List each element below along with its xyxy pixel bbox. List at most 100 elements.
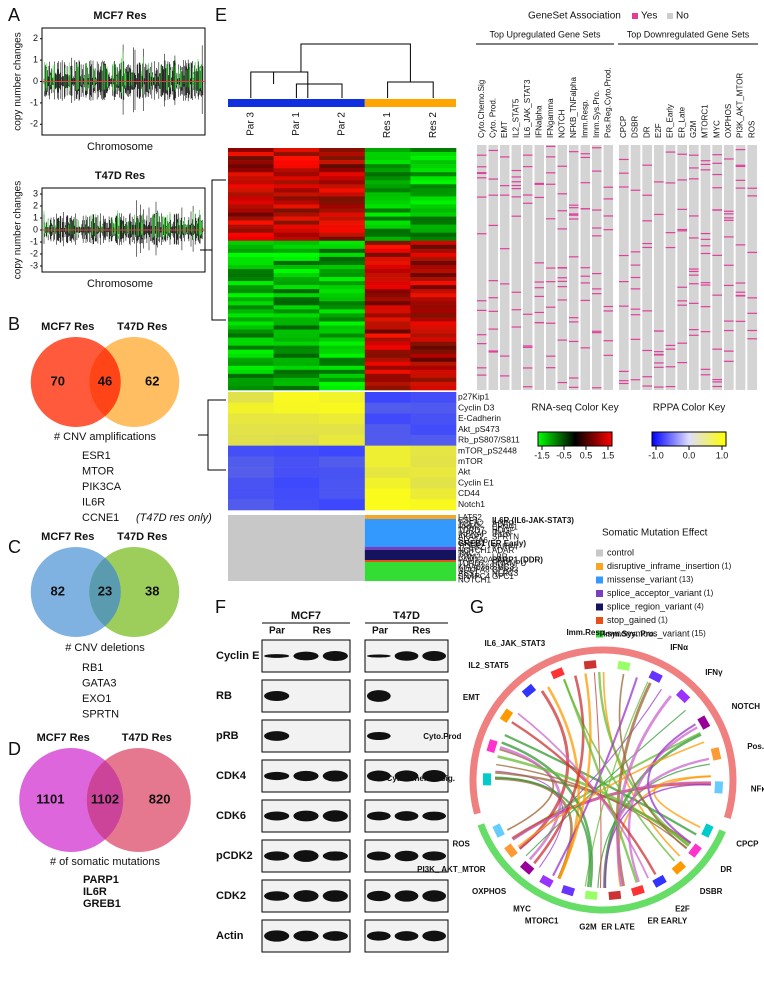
band [322,810,348,822]
band [394,890,419,902]
geneset-column [592,145,602,390]
heat-cell [319,345,366,350]
geneset-hit [677,362,687,364]
geneset-hit [619,370,629,373]
geneset-hit [700,282,711,284]
heat-cell [273,301,320,306]
geneset-label: Imm.Resp. [580,99,589,138]
heat-cell [364,381,411,387]
heat-cell [410,256,457,262]
geneset-hit [689,334,699,336]
geneset-hit [580,182,590,184]
cnv-points [43,200,204,257]
heat-cell [228,341,274,346]
band [293,810,319,822]
heat-cell [364,361,411,367]
mutation-gene: IFI16 [492,529,511,538]
heat-cell [228,232,274,238]
chord [525,709,686,857]
geneset-hit [603,340,613,342]
gene-name: SPRTN [82,708,119,720]
geneset-hit [654,386,664,388]
heat-cell [319,168,366,173]
heat-cell [364,172,411,177]
geneset-column [569,145,579,390]
geneset-label: IFNgamma [546,98,555,138]
geneset-hit [488,178,498,180]
heat-cell [319,240,366,246]
heat-cell [228,196,274,201]
geneset-hit [724,219,734,221]
geneset-hit [677,179,687,181]
heat-cell [228,264,274,270]
legend-count: (15) [692,629,707,638]
geneset-hit [592,235,602,237]
heat-cell [410,353,457,359]
heat-cell [410,333,457,338]
venn-count: 46 [98,373,112,388]
heat-cell [273,212,320,217]
band [293,890,319,902]
geneset-column [500,145,510,390]
geneset-hit [677,228,687,231]
heat-cell [273,289,320,294]
sample-label: Par 3 [245,112,256,136]
heat-cell [319,260,366,266]
geneset-column [677,145,687,390]
heat-cell [228,224,274,229]
heat-cell [228,172,274,177]
geneset-hit [712,385,722,388]
heat-cell [410,321,457,326]
band [422,851,447,861]
segment [688,843,702,858]
geneset-hit [569,321,579,323]
heat-cell [364,236,411,242]
geneset-hit [477,166,487,168]
heat-cell [273,333,320,338]
segment [584,890,598,900]
heat-cell [410,220,457,225]
heat-cell [410,369,457,375]
cnv-points-gain [43,209,204,241]
heat-cell [228,349,274,354]
geneset-hit [665,246,676,249]
heat-cell [228,212,274,217]
heat-cell [410,264,457,270]
geneset-hit [511,309,521,311]
rppa-cell [228,477,274,489]
mutation-gene: SPRTN [492,533,519,542]
cell-line: MCF7 [291,610,321,622]
legend-count: (1) [704,589,714,598]
y-axis-label: copy number changes [13,32,24,130]
geneset-hit [654,330,664,332]
heat-cell [319,301,366,306]
geneset-hit [500,194,510,196]
heat-cell [228,184,274,189]
heat-cell [364,224,411,229]
heat-cell [410,160,457,165]
rppa-cell [273,488,320,500]
heat-cell [319,156,366,161]
band [322,650,348,662]
rppa-cell [410,456,457,468]
heat-cell [364,285,411,290]
heat-cell [273,148,320,153]
geneset-hit [630,264,641,266]
heat-cell [273,317,320,322]
rppa-cell [364,392,411,404]
heat-cell [364,365,411,371]
heat-cell [228,152,274,157]
heat-cell [410,345,457,350]
segment [630,885,645,897]
heat-cell [364,385,411,391]
y-tick-label: 0 [33,76,38,86]
circos-arc [469,646,737,820]
key-tick-label: 1.5 [602,450,615,460]
heat-cell [364,277,411,282]
protein-label: mTOR [458,456,483,466]
chord [533,675,585,865]
geneset-hit [735,244,746,246]
geneset-hit [500,375,510,377]
heat-cell [364,321,411,326]
